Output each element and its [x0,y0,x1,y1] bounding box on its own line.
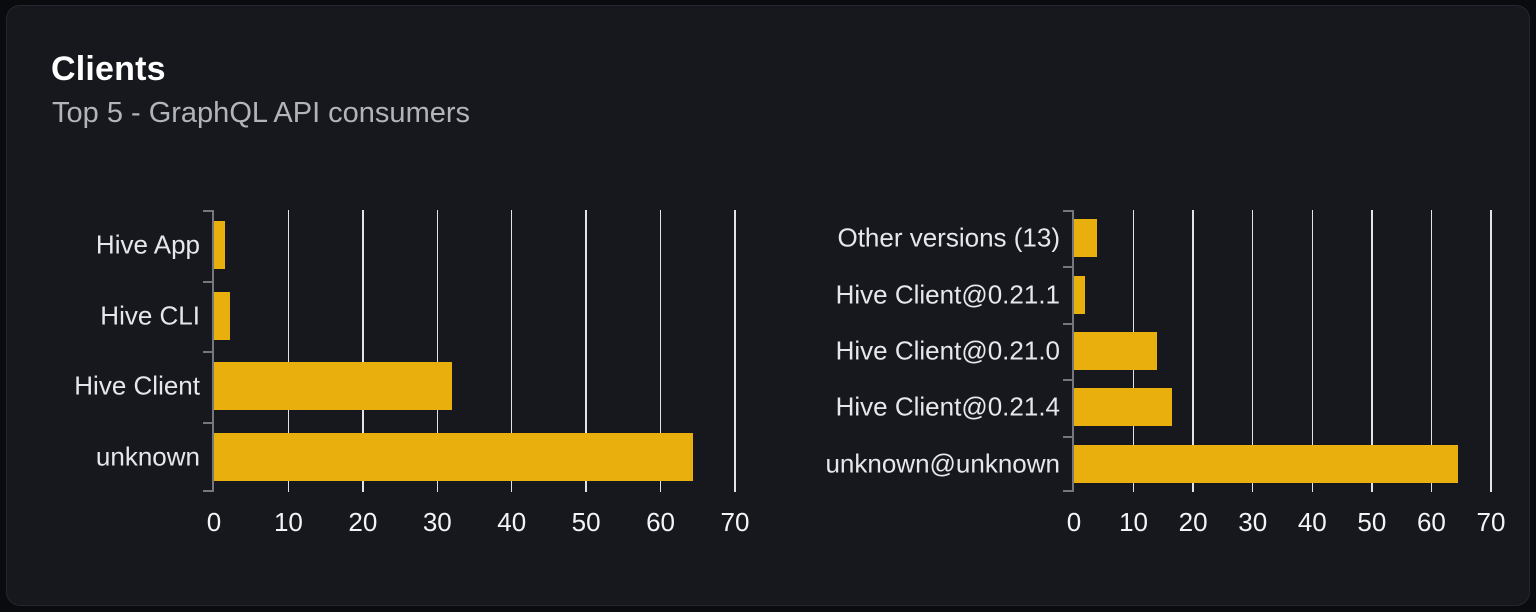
clients-chart: Hive App Hive CLI Hive Client unknown 0 10 20 3… [74,210,749,537]
bar[interactable] [1074,444,1458,483]
bar[interactable] [214,291,231,340]
x-tick-label: 20 [1178,507,1208,537]
bar[interactable] [214,221,226,270]
y-axis-tick [203,490,212,492]
category-label: Hive Client@0.21.4 [835,391,1060,422]
category-label: Other versions (13) [837,222,1060,253]
x-tick-label: 60 [1416,507,1446,537]
gridline [1371,210,1373,492]
y-axis-line [1072,210,1074,492]
y-axis-tick [1063,490,1072,492]
y-axis-tick [203,421,212,424]
gridline [1192,210,1194,492]
card-title: Clients [51,50,166,88]
y-axis-tick [203,210,212,212]
category-label: Hive Client [74,370,200,401]
client-versions-chart: Other versions (13) Hive Client@0.21.1 Hiv… [825,210,1505,537]
gridline [1311,210,1314,492]
x-tick-label: 30 [1238,507,1268,537]
category-label: Hive Client@0.21.0 [835,335,1060,366]
gridline [287,210,290,492]
y-axis-tick [1063,322,1072,325]
clients-card: Clients Top 5 - GraphQL API consumers Hi… [6,5,1530,606]
x-tick-label: 0 [206,507,222,537]
gridline [659,210,662,492]
x-tick-label: 50 [1357,507,1387,537]
category-label: Hive CLI [100,300,200,331]
y-axis-tick [1063,379,1072,382]
y-axis-tick [203,351,212,353]
gridline [362,210,364,492]
gridline [1490,210,1492,492]
gridline [734,210,736,492]
category-label: Hive Client@0.21.1 [835,279,1060,310]
x-tick-label: 10 [1119,507,1149,537]
x-tick-label: 40 [1297,507,1327,537]
bar[interactable] [214,362,453,411]
bar[interactable] [1074,219,1098,258]
y-axis-tick [1063,210,1072,212]
y-axis-tick [1063,266,1072,269]
gridline [510,210,513,492]
gridline [1251,210,1254,492]
category-label: unknown [95,441,200,472]
y-axis-line [212,210,214,492]
x-tick-label: 10 [273,507,303,537]
y-axis-tick [1063,435,1072,438]
bar[interactable] [1074,388,1173,427]
category-label: Hive App [95,229,200,260]
x-tick-label: 70 [720,507,750,537]
gridline [585,210,587,492]
x-tick-label: 60 [646,507,676,537]
category-label: unknown@unknown [825,448,1060,479]
y-axis-tick [203,280,212,283]
bar[interactable] [1074,332,1157,370]
bar[interactable] [214,432,693,481]
bar[interactable] [1074,275,1086,314]
x-tick-label: 0 [1066,507,1082,537]
x-tick-label: 50 [571,507,601,537]
x-tick-label: 40 [497,507,527,537]
gridline [1430,210,1433,492]
x-tick-label: 20 [348,507,378,537]
x-tick-label: 30 [422,507,452,537]
gridline [436,210,439,492]
x-tick-label: 70 [1476,507,1506,537]
card-subtitle: Top 5 - GraphQL API consumers [52,97,471,129]
